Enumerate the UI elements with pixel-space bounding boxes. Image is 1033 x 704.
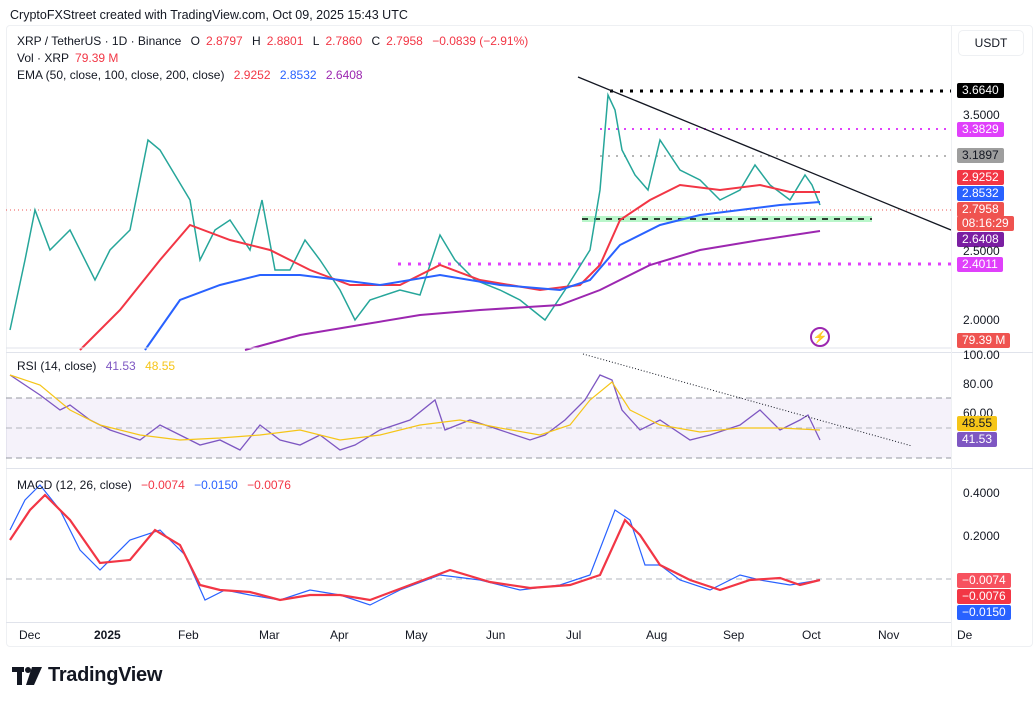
price-axis[interactable] [951,25,1033,647]
volume-legend: Vol · XRP 79.39 M [17,51,119,65]
pane-divider-rsi[interactable] [6,352,1033,353]
level-tag: 3.6640 [957,83,1004,98]
ema200-value: 2.6408 [325,68,363,82]
high-value: 2.8801 [266,34,304,48]
rsi-value: 41.53 [105,359,136,373]
open-value: 2.8797 [205,34,243,48]
rsi-ma-value: 48.55 [145,359,176,373]
currency-button[interactable]: USDT [958,30,1024,56]
macd-signal-value: −0.0076 [247,478,291,492]
tradingview-logo-icon [12,666,42,685]
level-tag: 3.1897 [957,148,1004,163]
macd-legend: MACD (12, 26, close) −0.0074 −0.0150 −0.… [17,478,291,492]
macd-value: −0.0150 [194,478,238,492]
rsi-ma-tag: 48.55 [957,416,998,431]
time-axis[interactable]: Dec 2025 Feb Mar Apr May Jun Jul Aug Sep… [6,622,972,647]
ema-legend: EMA (50, close, 100, close, 200, close) … [17,68,363,82]
low-value: 2.7860 [325,34,363,48]
ema100-value: 2.8532 [279,68,317,82]
close-value: 2.7958 [386,34,423,48]
ema100-tag: 2.8532 [957,186,1004,201]
ema200-tag: 2.6408 [957,232,1004,247]
brand-name: TradingView [48,664,163,686]
rsi-legend: RSI (14, close) 41.53 48.55 [17,359,176,373]
tradingview-logo[interactable]: TradingView [12,664,162,687]
last-price-tag: 2.7958 [957,202,1004,217]
macd-hist-tag: −0.0074 [957,573,1011,588]
change-value: −0.0839 (−2.91%) [432,34,529,48]
ema50-value: 2.9252 [233,68,271,82]
level-tag: 3.3829 [957,122,1004,137]
ema50-tag: 2.9252 [957,170,1004,185]
chart-credit: CryptoFXStreet created with TradingView.… [10,8,408,22]
macd-tag: −0.0150 [957,605,1011,620]
macd-signal-tag: −0.0076 [957,589,1011,604]
volume-tag: 79.39 M [957,333,1011,348]
level-tag: 2.4011 [957,257,1003,272]
macd-hist-value: −0.0074 [141,478,185,492]
rsi-tag: 41.53 [957,432,998,447]
symbol-name: XRP / TetherUS · 1D · Binance [17,34,182,48]
pane-divider-macd[interactable] [6,468,1033,469]
chart-canvas[interactable] [0,0,951,647]
volume-value: 79.39 M [75,51,119,65]
alert-lightning-icon[interactable]: ⚡ [810,327,830,347]
countdown-tag: 08:16:29 [957,216,1014,231]
